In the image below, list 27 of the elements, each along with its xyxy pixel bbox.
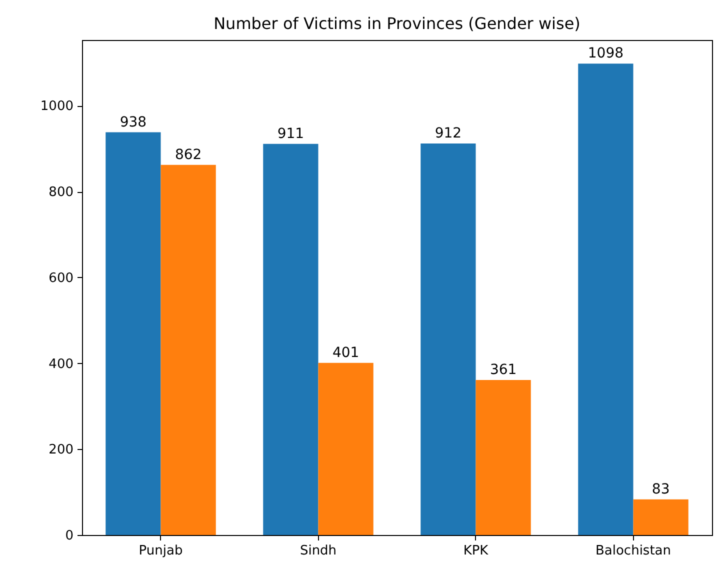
y-tick-label: 200 [48, 442, 74, 458]
x-tick-label: Punjab [138, 544, 183, 558]
data-label: 361 [490, 362, 517, 378]
y-tick-label: 600 [48, 270, 74, 286]
data-label: 911 [277, 126, 304, 142]
x-tick-label: KPK [463, 544, 489, 558]
bar [263, 144, 318, 535]
y-tick-label: 400 [48, 356, 74, 372]
data-label: 912 [434, 125, 462, 142]
x-tick-label: Sindh [300, 544, 337, 558]
bar [160, 164, 216, 535]
data-label: 1098 [588, 46, 624, 62]
bar [106, 132, 161, 535]
bar [420, 143, 476, 535]
bar [633, 499, 688, 535]
bar [476, 380, 531, 535]
y-tick-label: 0 [65, 528, 74, 544]
chart-title: Number of Victims in Provinces (Gender wise) [214, 14, 580, 33]
x-tick-label: Balochistan [595, 544, 672, 558]
bar [318, 362, 374, 535]
data-label: 83 [652, 481, 670, 498]
data-label: 938 [120, 114, 147, 130]
y-tick-label: 800 [48, 185, 74, 200]
y-tick-label: 1000 [40, 99, 74, 114]
bar [578, 64, 634, 535]
data-label: 862 [174, 146, 202, 163]
data-label: 401 [332, 344, 360, 361]
